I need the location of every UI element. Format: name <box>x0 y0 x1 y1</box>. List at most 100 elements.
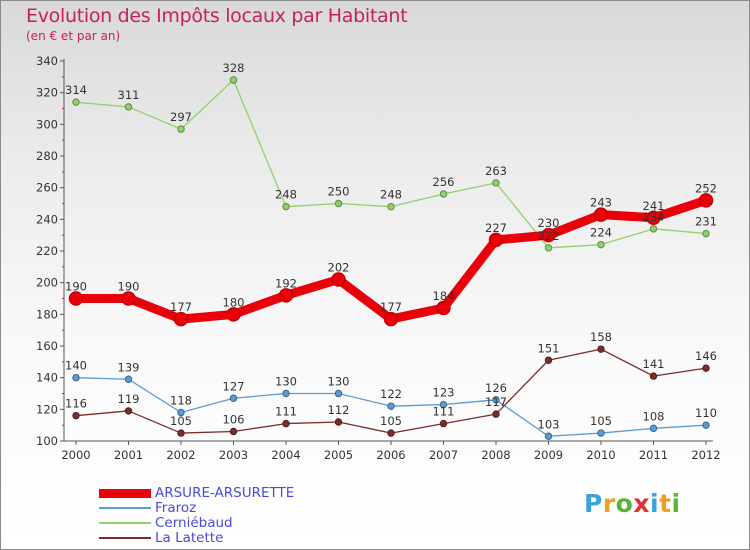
data-point <box>121 291 136 306</box>
data-label: 202 <box>328 261 350 275</box>
legend-label: Cerniébaud <box>155 515 233 531</box>
data-label: 123 <box>433 386 455 400</box>
data-label: 234 <box>643 210 665 224</box>
data-point <box>334 199 343 208</box>
y-tick-label: 140 <box>36 371 58 385</box>
data-label: 105 <box>590 414 612 428</box>
y-tick-label: 260 <box>36 181 58 195</box>
y-tick-label: 300 <box>36 117 58 131</box>
data-label: 328 <box>223 61 245 75</box>
data-point <box>124 375 133 383</box>
data-label: 227 <box>485 221 507 235</box>
data-point <box>492 179 500 187</box>
data-point <box>387 202 395 211</box>
data-label: 297 <box>170 110 192 124</box>
data-label: 248 <box>275 188 297 202</box>
data-point <box>331 272 346 287</box>
data-label: 250 <box>328 185 350 199</box>
x-tick-label: 2003 <box>219 448 248 462</box>
logo-letter: i <box>671 489 681 518</box>
x-tick-label: 2000 <box>61 448 90 462</box>
data-point <box>72 373 80 382</box>
logo-letter: o <box>615 489 634 518</box>
data-point <box>436 300 451 316</box>
data-point <box>646 210 661 225</box>
data-point <box>649 424 658 433</box>
y-tick-label: 340 <box>36 54 58 68</box>
data-label: 127 <box>223 379 245 393</box>
y-tick-label: 160 <box>36 339 58 353</box>
logo-letter: i <box>650 489 660 518</box>
data-label: 230 <box>538 216 560 230</box>
data-label: 311 <box>118 88 140 102</box>
data-label: 190 <box>118 280 140 294</box>
legend-swatch <box>99 522 151 524</box>
data-point <box>124 407 133 415</box>
data-label: 252 <box>695 181 717 195</box>
legend-label: La Latette <box>155 530 224 546</box>
data-label: 256 <box>433 175 455 189</box>
data-label: 192 <box>275 276 297 290</box>
x-tick-label: 2010 <box>586 448 615 462</box>
x-tick-label: 2011 <box>639 448 668 462</box>
data-point <box>488 232 504 248</box>
data-point <box>387 429 395 437</box>
data-label: 158 <box>590 330 612 344</box>
data-point <box>544 356 553 364</box>
data-label: 140 <box>65 359 87 373</box>
logo-letter: P <box>584 489 603 518</box>
data-point <box>439 400 448 409</box>
data-label: 231 <box>695 215 717 229</box>
data-label: 119 <box>118 392 140 406</box>
logo-letter: x <box>633 489 650 518</box>
data-point <box>593 207 609 222</box>
x-tick-label: 2004 <box>271 448 300 462</box>
data-label: 130 <box>275 375 297 389</box>
data-label: 117 <box>485 395 507 409</box>
data-point <box>173 311 189 327</box>
y-tick-label: 120 <box>36 402 58 416</box>
data-label: 224 <box>590 226 612 240</box>
data-label: 180 <box>223 295 245 309</box>
data-point <box>544 432 553 440</box>
data-label: 111 <box>275 405 297 419</box>
x-tick-label: 2006 <box>376 448 405 462</box>
data-label: 118 <box>170 394 192 408</box>
legend-swatch <box>99 537 151 539</box>
data-point <box>229 394 238 402</box>
data-label: 106 <box>223 413 245 427</box>
data-point <box>177 408 185 417</box>
data-label: 126 <box>485 381 507 395</box>
data-point <box>544 244 553 252</box>
data-point <box>597 240 605 249</box>
y-tick-label: 180 <box>36 307 58 321</box>
y-tick-label: 320 <box>36 86 58 100</box>
data-point <box>439 190 448 198</box>
data-point <box>282 202 290 211</box>
data-label: 105 <box>380 414 402 428</box>
data-label: 151 <box>538 341 560 355</box>
data-point <box>383 311 399 327</box>
logo-letter: r <box>602 489 616 518</box>
data-point <box>387 402 395 410</box>
data-point <box>541 227 556 243</box>
data-point <box>68 291 84 306</box>
data-point <box>597 429 605 437</box>
data-label: 222 <box>538 229 560 243</box>
data-point <box>439 419 448 428</box>
data-label: 122 <box>380 387 402 401</box>
x-tick-label: 2009 <box>534 448 563 462</box>
data-point <box>177 125 185 133</box>
y-tick-label: 280 <box>36 149 58 163</box>
data-point <box>492 410 500 418</box>
legend-swatch <box>99 507 151 509</box>
data-label: 108 <box>643 409 665 423</box>
data-point <box>492 396 500 404</box>
data-label: 105 <box>170 414 192 428</box>
data-label: 177 <box>170 300 192 314</box>
data-point <box>226 307 241 322</box>
data-point <box>72 411 80 420</box>
data-point <box>597 345 605 353</box>
data-label: 248 <box>380 188 402 202</box>
